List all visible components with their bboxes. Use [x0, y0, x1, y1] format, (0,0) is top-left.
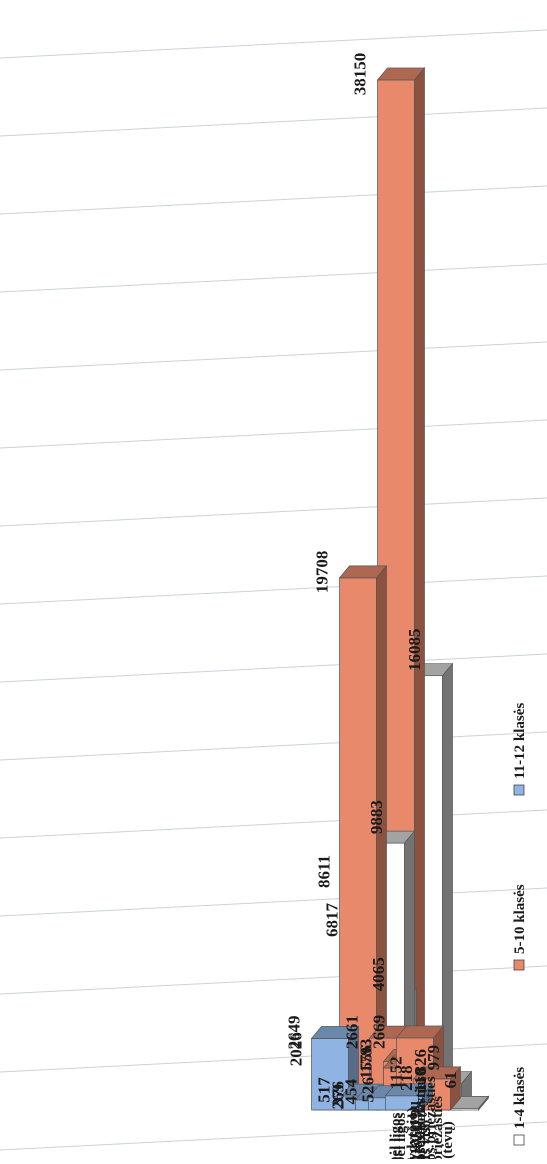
legend-label: 5-10 klasės [512, 884, 528, 954]
grid-line [0, 497, 547, 527]
bar-side [442, 662, 453, 1111]
category-label-del-kitos-priezasties-tevu: (tėvų) [440, 1121, 456, 1159]
data-label-5-10-klases-is-viso: 38150 [351, 53, 370, 96]
category-label-del-ligos-gydytojo: Dėl ligos [388, 1113, 404, 1159]
data-label-1-4-klases-del-varzybu: 218 [397, 1065, 416, 1091]
grid-line [0, 29, 547, 59]
category-label-del-kitos-priezasties: Dėl kitos priežasties [413, 1076, 429, 1159]
category-label-del-ligos-tevu: Dėl ligos [393, 1113, 409, 1159]
bar-side [450, 1065, 461, 1111]
grid-line [0, 185, 547, 215]
data-label-5-10-klases-del-kitos-priezasties: 1556 [357, 1045, 376, 1079]
data-label-5-10-klases-del-ligos-gydytojo: 8611 [315, 855, 334, 888]
data-label-11-12-klases-del-ligos-gydytojo: 2026 [287, 1032, 306, 1066]
labels-layer: 16085 38150 6817 4065 8611 2026 9883 19708 2649 2… [285, 53, 461, 1164]
data-label-5-10-klases-direktores-isakymu: 1793 [357, 1039, 376, 1073]
grid-line [0, 809, 547, 839]
bar-side [414, 66, 425, 1111]
bar-front [339, 577, 377, 1111]
data-label-1-4-klases-del-ligos-tevu: 9883 [367, 800, 386, 834]
data-label-11-12-klases-del-varzybu: 517 [315, 1077, 334, 1103]
legend-item-11-12-klases: 11-12 klasės [512, 703, 528, 796]
grid-line [0, 341, 547, 371]
legend-swatch [513, 1134, 525, 1146]
data-label-5-10-klases-be-priezasties: 1152 [387, 1056, 406, 1089]
data-label-11-12-klases-be-priezasties: 526 [359, 1077, 378, 1103]
grid-line [0, 1121, 547, 1151]
legend-label: 1-4 klasės [512, 1067, 528, 1129]
data-label-1-4-klases-del-ligos-gydytojo: 4065 [369, 957, 388, 991]
data-label-5-10-klases-del-varzybu: 2661 [343, 1015, 362, 1049]
data-label-11-12-klases-del-kitos-priezasties: 376 [329, 1081, 348, 1107]
legend-label: 11-12 klasės [512, 703, 528, 779]
category-label-del-varzybu: Dėl varžybų [406, 1101, 422, 1159]
data-label-11-12-klases-direktores-isakymu: 269 [329, 1084, 348, 1110]
bars-layer [310, 66, 490, 1111]
grid-line [0, 653, 547, 683]
category-label-del-ligos-gydytojo: (gydytojo) [405, 1107, 421, 1159]
bar-11-12-klases-be-priezasties [384, 1082, 434, 1111]
data-label-5-10-klases-del-ligos-tevu: 19708 [313, 551, 332, 594]
data-label-5-10-klases-del-kitos-priezasties-tevu: 2669 [370, 1015, 389, 1049]
legend-item-1-4-klases: 1-4 klasės [512, 1067, 528, 1146]
data-label-1-4-klases-del-kitos-priezasties: 826 [411, 1049, 430, 1075]
category-label-del-ligos-tevu: (tėvų) [410, 1121, 426, 1159]
data-label-1-4-klases-be-priezasties: 61 [441, 1072, 460, 1089]
grid-line [0, 887, 547, 917]
legend-item-5-10-klases: 5-10 klasės [512, 884, 528, 971]
data-label-1-4-klases-direktores-isakymu: 110 [411, 1068, 430, 1093]
bar-side [478, 1095, 489, 1111]
legend: 1-4 klasės 5-10 klasės 11-12 klasės [512, 703, 528, 1146]
category-label-be-priezasties: Be priežasties [430, 1096, 446, 1159]
grid-line [0, 731, 547, 761]
category-label-del-kitos-priezasties-tevu: Dėl kitos priežasties [423, 1076, 439, 1159]
grid-line [0, 1043, 547, 1073]
data-label-1-4-klases-is-viso: 16085 [405, 628, 424, 671]
legend-swatch [513, 784, 525, 796]
bar-side [422, 1082, 433, 1111]
data-label-1-4-klases-del-kitos-priezasties-tevu: 979 [424, 1045, 443, 1071]
grid-line [0, 419, 547, 449]
data-label-11-12-klases-del-kitos-priezasties-tevu: 454 [342, 1078, 361, 1104]
category-label-is-viso: Iš viso [418, 1120, 434, 1159]
grid-line [0, 575, 547, 605]
bar-11-12-klases-del-ligos-tevu [310, 1025, 360, 1111]
legend-swatch [513, 959, 525, 971]
grid-line [0, 263, 547, 293]
grid-lines [0, 29, 547, 1151]
data-label-11-12-klases-del-ligos-tevu: 2649 [285, 1015, 304, 1049]
category-label-direktores-isakymu: Direktorės įsakymu [413, 1077, 429, 1159]
grid-line [0, 107, 547, 137]
grid-line [0, 965, 547, 995]
data-label-11-12-klases-is-viso: 6817 [323, 902, 342, 937]
